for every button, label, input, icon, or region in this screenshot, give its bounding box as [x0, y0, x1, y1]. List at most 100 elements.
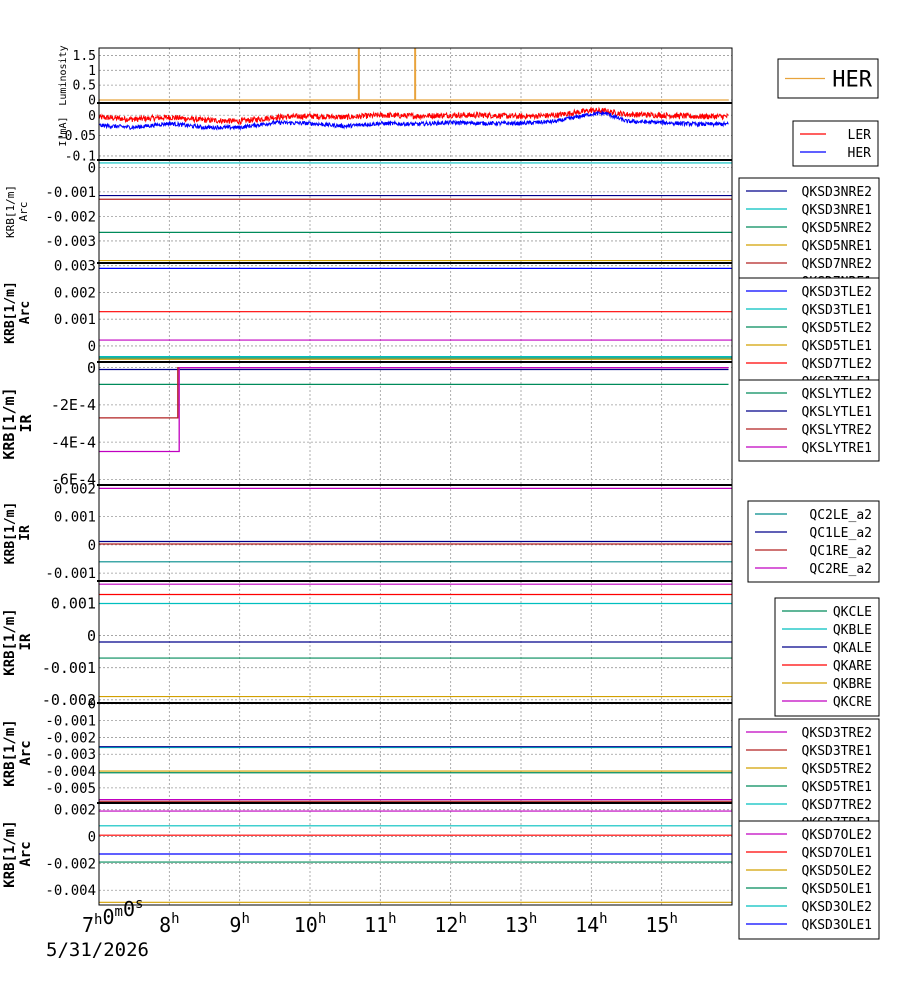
- y-axis-title: IR: [17, 414, 35, 433]
- y-tick-label: -0.002: [45, 209, 96, 225]
- legend-label: QKALE: [833, 641, 872, 656]
- legend-box: [738, 820, 880, 940]
- legend-label: QKSLYTRE2: [802, 423, 872, 438]
- y-tick-label: -0.002: [45, 856, 96, 872]
- y-tick-label: 0.002: [54, 803, 96, 819]
- x-tick-label: 15h: [645, 911, 678, 937]
- y-axis-title: Luminosity: [58, 45, 69, 105]
- legend-label: QC2LE_a2: [809, 508, 872, 523]
- x-tick-label: 13h: [505, 911, 538, 937]
- legend-label: QKCRE: [833, 695, 872, 710]
- panel-frame: [98, 102, 733, 161]
- legend: HER: [777, 58, 879, 99]
- y-axis-title: KRB[1/m]: [2, 820, 18, 887]
- x-tick-label: 12h: [434, 911, 467, 937]
- legend-label: QKCLE: [833, 605, 872, 620]
- y-tick-label: 0.002: [54, 285, 96, 301]
- time-value: 0: [123, 897, 135, 921]
- panel-frame: [98, 262, 733, 363]
- legend-label: QKSD5TRE1: [802, 780, 872, 795]
- legend-label: QKSD3TRE1: [802, 744, 872, 759]
- plot-area: [99, 366, 729, 453]
- y-tick-label: 0.001: [54, 510, 96, 526]
- plot-area: [99, 106, 729, 132]
- legend-label: QC1RE_a2: [809, 544, 872, 559]
- y-tick-label: -0.003: [45, 234, 96, 250]
- y-axis-title: KRB[1/m]: [0, 387, 18, 459]
- legend-label: QKSD3NRE2: [802, 185, 872, 200]
- legend-box: [738, 177, 880, 297]
- legend-label: QKSLYTLE2: [802, 387, 872, 402]
- y-axis-title: Arc: [18, 740, 34, 765]
- y-tick-label: 0: [88, 697, 96, 713]
- plot-area: [99, 162, 732, 263]
- legend-box: [738, 718, 880, 838]
- y-tick-label: 1.5: [73, 49, 96, 64]
- y-tick-label: -0.001: [45, 714, 96, 730]
- y-tick-label: -0.003: [45, 747, 96, 763]
- y-tick-label: -0.002: [45, 730, 96, 746]
- legend: QC2LE_a2 QC1LE_a2 QC1RE_a2 QC2RE_a2: [747, 500, 880, 583]
- legend-label: QKSD5TLE2: [802, 321, 872, 336]
- y-tick-label: 0.002: [54, 481, 96, 497]
- legend-box: [738, 277, 880, 397]
- legend-label: QC1LE_a2: [809, 526, 872, 541]
- y-tick-label: 0: [88, 160, 96, 176]
- legend-label: QKSD5OLE2: [802, 864, 872, 879]
- unit-superscript: m: [115, 904, 123, 920]
- x-tick-label: 14h: [575, 911, 608, 937]
- legend-label: QKSD7OLE1: [802, 846, 872, 861]
- legend-label: QKSD7TRE2: [802, 798, 872, 813]
- series-line-HER: [99, 48, 729, 101]
- y-tick-label: -0.002: [42, 691, 96, 709]
- y-tick-label: 0: [87, 627, 96, 645]
- x-start-label: 7h0m0s: [82, 896, 143, 937]
- y-tick-label: 0: [88, 538, 96, 554]
- plot-area: [99, 746, 732, 802]
- y-tick-label: 0: [88, 339, 96, 355]
- series-line-HER: [99, 109, 729, 132]
- legend: LER HER: [792, 120, 879, 167]
- y-axis-title: KRB[1/m]: [4, 185, 17, 238]
- panel-arc1: 0 -0.001 -0.002 -0.003 KRB[1/m] Arc QKSD3NRE2 Q…: [4, 159, 880, 297]
- legend-label: QKSD3TLE2: [802, 285, 872, 300]
- legend-label: LER: [848, 128, 872, 143]
- legend-label: QC2RE_a2: [809, 562, 872, 577]
- y-tick-label: -0.005: [45, 781, 96, 797]
- time-value: 7: [82, 913, 94, 937]
- x-tick-label: 10h: [294, 911, 327, 937]
- panel-frame: [98, 484, 733, 582]
- legend-label: QKSD3NRE1: [802, 203, 872, 218]
- y-axis-title: KRB[1/m]: [3, 502, 18, 565]
- legend-box: [774, 597, 880, 717]
- y-axis-title: KRB[1/m]: [2, 719, 18, 786]
- panel-frame: [98, 159, 733, 264]
- unit-superscript: h: [94, 912, 102, 928]
- plot-area: [99, 810, 732, 903]
- legend-label: QKSD3TLE1: [802, 303, 872, 318]
- y-axis-title: Arc: [18, 301, 33, 324]
- plot-area: [99, 583, 732, 698]
- y-tick-label: -0.001: [45, 566, 96, 582]
- y-axis-title: Arc: [17, 202, 30, 222]
- x-tick-label: 9h: [229, 911, 249, 937]
- unit-superscript: s: [135, 896, 143, 912]
- y-tick-label: 0: [87, 359, 96, 377]
- plot-area: [99, 48, 729, 101]
- legend: QKSLYTLE2 QKSLYTLE1 QKSLYTRE2 QKSLYTRE1: [738, 379, 880, 462]
- series-line-LER: [99, 106, 729, 126]
- time-value: 0: [102, 905, 114, 929]
- y-tick-label: -6E-4: [51, 471, 96, 489]
- legend-label: QKSD5NRE2: [802, 221, 872, 236]
- y-axis-title: KRB[1/m]: [3, 281, 18, 344]
- legend-label: QKSD5TLE1: [802, 339, 872, 354]
- legend-label: QKSD3OLE2: [802, 900, 872, 915]
- legend-label: QKSD7NRE2: [802, 257, 872, 272]
- legend-label: HER: [832, 68, 872, 93]
- panel-ir2: 0.002 0.001 0 -0.001 KRB[1/m] IR QC2LE_a2 QC1LE…: [3, 481, 880, 583]
